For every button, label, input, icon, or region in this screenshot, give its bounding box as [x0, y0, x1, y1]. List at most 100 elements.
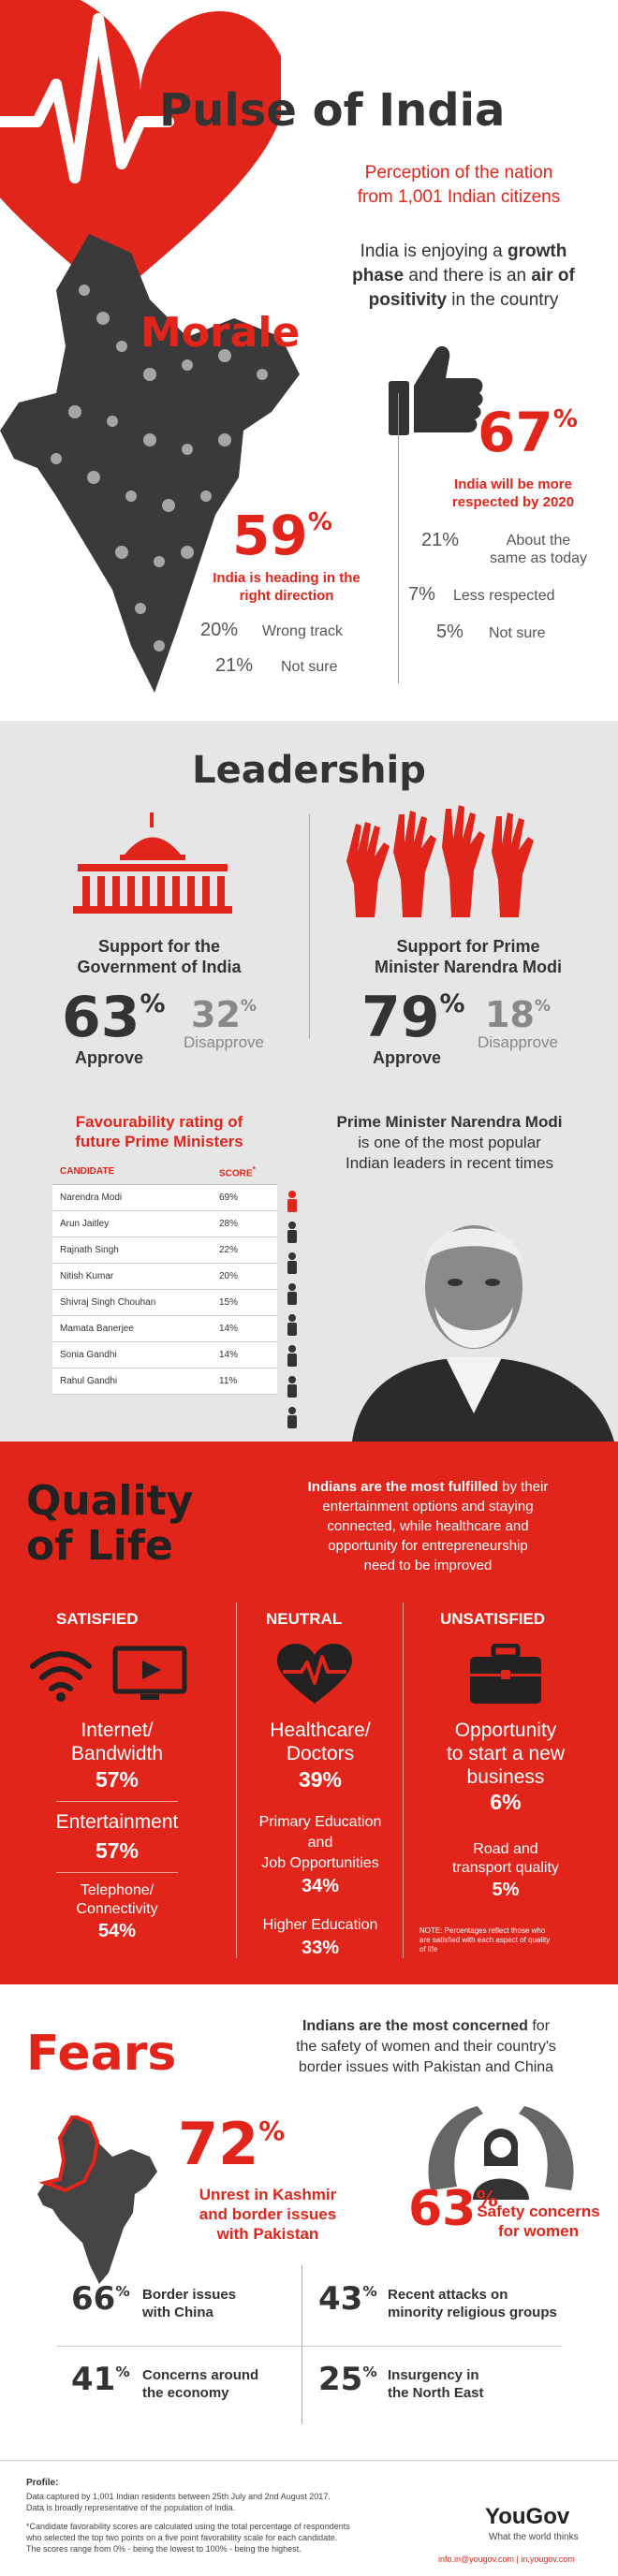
gov-support-label: Support for the Government of India	[77, 937, 242, 976]
table-row: Shivraj Singh Chouhan 15%	[52, 1289, 277, 1317]
road-pct: 5%	[492, 1880, 520, 1900]
candidate-name: Shivraj Singh Chouhan	[52, 1289, 212, 1317]
notsure1-label: Not sure	[281, 659, 338, 675]
table-row: Sonia Gandhi 14%	[52, 1341, 277, 1369]
divider	[309, 814, 310, 1039]
telephone-label: Telephone/ Connectivity	[76, 1882, 158, 1917]
women-label: Safety concerns for women	[477, 2203, 600, 2240]
candidate-name: Rajnath Singh	[52, 1237, 212, 1265]
direction-label: India is heading in the right direction	[213, 570, 360, 604]
table-row: Narendra Modi 69%	[52, 1184, 277, 1212]
brand-logo: YouGov	[485, 2504, 570, 2529]
quality-note: NOTE: Percentages reflect those who are …	[419, 1926, 551, 1954]
india-map-icon	[37, 2115, 157, 2284]
fav-title: Favourability rating of future Prime Min…	[75, 1113, 243, 1150]
primary-pct: 34%	[301, 1876, 340, 1896]
table-header-row: CANDIDATE SCORE*	[52, 1159, 277, 1186]
briefcase-icon	[470, 1644, 541, 1704]
table-row: Mamata Banerjee 14%	[52, 1315, 277, 1343]
candidate-score: 28%	[212, 1210, 277, 1238]
quality-section: Quality of Life Indians are the most ful…	[0, 1442, 618, 1984]
morale-intro: India is enjoying a growth phase and the…	[352, 242, 575, 310]
health-pct: 39%	[298, 1767, 343, 1792]
woman-protected-icon	[428, 2106, 574, 2200]
divider	[236, 1603, 237, 1958]
modi-support-label: Support for Prime Minister Narendra Modi	[374, 937, 563, 976]
economy-label: Concerns around the economy	[142, 2367, 259, 2401]
candidate-score: 14%	[212, 1341, 277, 1369]
modi-disapprove-label: Disapprove	[478, 1033, 558, 1051]
candidate-name: Arun Jaitley	[52, 1210, 212, 1238]
minority-label: Recent attacks on minority religious gro…	[388, 2287, 557, 2320]
divider	[56, 1801, 178, 1802]
page-title: Pulse of India	[159, 84, 506, 137]
notsure2-label: Not sure	[489, 625, 546, 641]
candidate-column-header: CANDIDATE	[52, 1159, 212, 1186]
opportunity-label: Opportunity to start a new business	[446, 1720, 566, 1788]
direction-pct: 59%	[232, 504, 332, 567]
wrong-pct: 20%	[200, 620, 239, 640]
economy-pct: 41%	[71, 2361, 130, 2398]
opportunity-pct: 6%	[490, 1790, 522, 1814]
modi-disapprove-pct: 18%	[485, 994, 552, 1035]
fears-heading: Fears	[26, 2026, 177, 2082]
raised-hands-icon	[346, 805, 534, 917]
china-pct: 66%	[71, 2280, 130, 2318]
methodology-note: *Candidate favorability scores are calcu…	[26, 2522, 350, 2554]
table-row: Arun Jaitley 28%	[52, 1210, 277, 1238]
quality-heading: Quality of Life	[26, 1477, 194, 1570]
modi-portrait	[333, 1198, 618, 1442]
gov-approve-label: Approve	[75, 1048, 144, 1067]
road-label: Road and transport quality	[452, 1841, 559, 1876]
candidate-score: 69%	[212, 1184, 277, 1212]
thumbs-up-icon	[389, 345, 483, 435]
kashmir-label: Unrest in Kashmir and border issues with…	[199, 2186, 337, 2243]
profile-heading: Profile:	[26, 2478, 59, 2488]
table-row: Rajnath Singh 22%	[52, 1237, 277, 1265]
candidate-name: Sonia Gandhi	[52, 1341, 212, 1369]
divider	[403, 1603, 404, 1958]
morale-heading: Morale	[140, 309, 301, 357]
contact-link[interactable]: info.in@yougov.com | in.yougov.com	[438, 2554, 575, 2564]
candidate-score: 15%	[212, 1289, 277, 1317]
respected-pct: 67%	[478, 401, 578, 464]
profile-text: Data captured by 1,001 Indian residents …	[26, 2492, 331, 2512]
internet-label: Internet/ Bandwidth	[70, 1720, 164, 1764]
table-row: Rahul Gandhi 11%	[52, 1368, 277, 1396]
telephone-pct: 54%	[97, 1921, 137, 1941]
heart-icon	[0, 0, 281, 300]
respected-label: India will be more respected by 2020	[451, 476, 575, 510]
divider	[56, 2346, 562, 2347]
minority-pct: 43%	[318, 2280, 377, 2318]
leadership-heading: Leadership	[192, 749, 426, 792]
person-icon-column	[287, 1191, 297, 1428]
candidate-name: Rahul Gandhi	[52, 1368, 212, 1396]
gov-approve-pct: 63%	[62, 985, 166, 1050]
wifi-icon	[30, 1651, 92, 1702]
gov-disapprove-pct: 32%	[191, 994, 258, 1035]
favourability-table: CANDIDATE SCORE* Narendra Modi 69% Arun J…	[52, 1159, 277, 1396]
primary-label: Primary Education and Job Opportunities	[258, 1814, 382, 1871]
modi-approve-label: Approve	[373, 1048, 442, 1067]
page-subtitle: Perception of the nation from 1,001 Indi…	[357, 163, 561, 207]
candidate-score: 14%	[212, 1315, 277, 1343]
india-crowd-map	[0, 234, 300, 693]
quality-intro: Indians are the most fulfilled by their …	[307, 1479, 549, 1573]
fears-intro: Indians are the most concerned for the s…	[296, 2018, 556, 2075]
insurgency-label: Insurgency in the North East	[388, 2367, 484, 2401]
modi-approve-pct: 79%	[361, 985, 465, 1050]
unsatisfied-heading: UNSATISFIED	[440, 1610, 546, 1628]
notsure1-pct: 21%	[215, 655, 254, 676]
score-column-header: SCORE*	[212, 1159, 277, 1186]
candidate-score: 22%	[212, 1237, 277, 1265]
neutral-heading: NEUTRAL	[266, 1610, 343, 1628]
divider	[398, 393, 399, 683]
health-label: Healthcare/ Doctors	[270, 1720, 371, 1764]
fears-section: Fears Indians are the most concerned for…	[0, 1984, 618, 2460]
less-pct: 7%	[408, 584, 435, 605]
same-label: About the same as today	[489, 533, 588, 566]
entertainment-pct: 57%	[95, 1838, 140, 1863]
same-pct: 21%	[421, 530, 460, 550]
heart-pulse-icon	[277, 1644, 352, 1704]
candidate-score: 11%	[212, 1368, 277, 1396]
